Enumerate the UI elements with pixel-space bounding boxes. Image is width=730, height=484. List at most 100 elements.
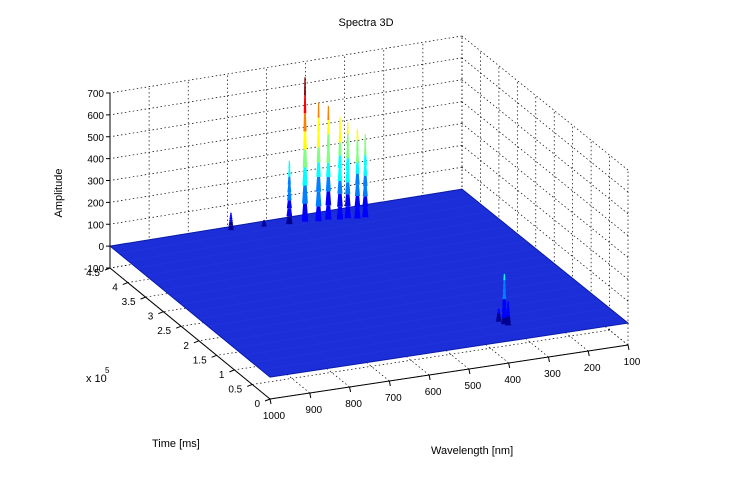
- spectral-peak-segment: [501, 311, 508, 318]
- tick-layer: -100 0 100 200 300 400 500 600 700 0 0.51 1.5 2 2.53 3…: [84, 89, 641, 422]
- peak-layer: [227, 77, 512, 326]
- spectral-peak-segment: [302, 185, 308, 204]
- spectral-peak-segment: [363, 165, 368, 176]
- y-tick-label: 0.5: [228, 384, 242, 395]
- spectral-peak-segment: [505, 319, 511, 323]
- surface-ridge: [136, 211, 490, 269]
- spectral-peak-segment: [505, 316, 511, 320]
- x-tick-label: 800: [345, 399, 362, 410]
- floor-grid-line: [252, 329, 610, 385]
- spectral-peak-segment: [505, 313, 511, 317]
- spectral-peak-segment: [501, 317, 508, 325]
- spectral-peak-segment: [495, 319, 502, 322]
- x-tick-label: 400: [504, 375, 521, 386]
- spectral-peak-segment: [326, 162, 331, 177]
- surface-ridge: [252, 307, 610, 363]
- spectral-peak-segment: [325, 191, 332, 206]
- spectral-peak-segment: [354, 196, 361, 208]
- spectral-peak-segment: [506, 307, 510, 311]
- spectral-peak-segment: [497, 311, 501, 314]
- spectral-peak-segment: [229, 216, 233, 220]
- x-tick-label: 700: [385, 393, 402, 404]
- surface-ridge: [261, 315, 619, 371]
- spectral-peak-segment: [495, 318, 502, 320]
- wall-grid-line: [461, 57, 629, 193]
- spectral-peak-segment: [326, 134, 330, 149]
- spectral-peak-segment: [506, 310, 511, 314]
- spectral-peak-segment: [502, 299, 507, 306]
- z-tick-label: 200: [87, 198, 104, 209]
- surface-ridge: [243, 300, 601, 356]
- spectral-peak-segment: [228, 221, 234, 224]
- z-tick-label: 400: [87, 155, 104, 166]
- spectral-peak-segment: [286, 216, 293, 225]
- wall-grid-line: [109, 166, 463, 225]
- surface-ridge: [163, 233, 518, 291]
- spectral-peak-segment: [355, 173, 360, 185]
- x-tick: [468, 368, 471, 375]
- y-tick-label: 0: [254, 399, 260, 410]
- spectral-peak-segment: [502, 292, 507, 300]
- x-tick-label: 300: [544, 369, 561, 380]
- wall-grid-line: [109, 101, 463, 159]
- spectral-peak-segment: [327, 105, 330, 121]
- spectral-peak-segment: [364, 144, 367, 155]
- x-tick: [547, 356, 550, 363]
- z-axis-label: Amplitude: [53, 169, 65, 218]
- x-tick: [428, 374, 431, 381]
- spectral-peak-segment: [338, 155, 342, 169]
- y-tick-label: 4.5: [86, 268, 100, 279]
- spectral-peak-segment: [345, 158, 350, 171]
- x-tick-label: 100: [624, 357, 641, 368]
- y-tick-label: 1.5: [193, 355, 207, 366]
- spectral-peak-segment: [497, 310, 500, 312]
- spectral-peak-segment: [229, 219, 233, 222]
- spectral-peak-segment: [302, 149, 308, 168]
- x-tick-label: 600: [425, 387, 442, 398]
- surface-layer: [108, 188, 630, 378]
- spectral-peak-segment: [288, 160, 291, 169]
- x-tick: [349, 386, 352, 393]
- z-tick-label: 600: [87, 111, 104, 122]
- spectral-peak-segment: [338, 129, 342, 143]
- y-tick-label: 3.5: [122, 297, 136, 308]
- spectral-peak-segment: [316, 176, 322, 192]
- y-axis-line: [109, 267, 271, 400]
- surface-ridge: [225, 285, 582, 341]
- spectral-peak-segment: [316, 147, 321, 163]
- spectral-peak-segment: [344, 194, 351, 207]
- spectral-peak-segment: [501, 305, 507, 312]
- spectral-peak-segment: [303, 95, 307, 114]
- spectral-peak-segment: [346, 134, 349, 147]
- spectral-peak-segment: [315, 206, 322, 222]
- spectral-peak-segment: [506, 304, 510, 308]
- spectral-peak-segment: [496, 316, 502, 319]
- spectral-peak-segment: [227, 227, 235, 231]
- spectral-peak-segment: [356, 128, 359, 140]
- z-tick-label: 0: [98, 242, 104, 253]
- y-tick-label: 2.5: [157, 326, 171, 337]
- spectral-peak-segment: [336, 206, 344, 220]
- x-tick-label: 900: [305, 405, 322, 416]
- spectral-peak-segment: [505, 322, 512, 326]
- spectral-peak-segment: [260, 225, 268, 227]
- surface-ridge: [216, 278, 573, 334]
- y-tick: [122, 282, 128, 286]
- surface-ridge: [172, 240, 527, 298]
- spectral-peak-segment: [326, 148, 331, 163]
- spectral-peak-segment: [355, 151, 359, 163]
- x-tick: [388, 380, 391, 387]
- spectral-peak-segment: [362, 196, 369, 207]
- surface-ridge: [154, 226, 509, 283]
- spectral-peak-segment: [325, 177, 331, 192]
- spectral-peak-segment: [337, 181, 343, 194]
- spectral-peak-segment: [228, 223, 234, 226]
- spectral-peak-segment: [338, 142, 342, 156]
- spectral-peak-segment: [497, 308, 500, 311]
- surface-ridge: [189, 255, 546, 312]
- y-tick: [247, 383, 253, 387]
- spectral-peak-segment: [316, 132, 321, 148]
- y-tick: [211, 354, 217, 358]
